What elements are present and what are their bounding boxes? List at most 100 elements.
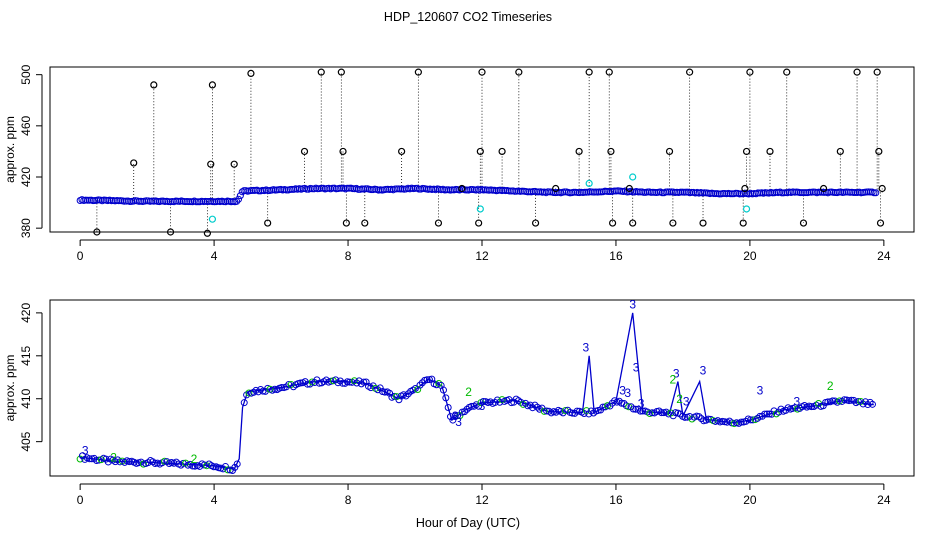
spike-point bbox=[361, 219, 369, 227]
data-point bbox=[829, 397, 837, 405]
spike-point bbox=[93, 228, 101, 236]
data-point bbox=[390, 392, 398, 400]
spike-point bbox=[876, 219, 885, 227]
spike-point bbox=[337, 68, 345, 76]
point-label-3: 3 bbox=[479, 399, 486, 413]
spike-point bbox=[552, 184, 560, 193]
spike-point bbox=[609, 219, 617, 227]
point-label-3: 3 bbox=[793, 395, 800, 409]
spike-point bbox=[130, 159, 138, 167]
x-tick-label: 0 bbox=[77, 249, 84, 263]
spike-point bbox=[625, 184, 633, 193]
spike-point bbox=[342, 219, 350, 227]
data-point bbox=[137, 458, 145, 466]
data-point bbox=[620, 400, 628, 407]
data-point bbox=[442, 394, 450, 402]
data-point bbox=[845, 397, 853, 405]
x-tick-label: 8 bbox=[345, 493, 352, 507]
data-point bbox=[468, 402, 476, 410]
point-label-3: 3 bbox=[619, 383, 626, 397]
data-point bbox=[456, 412, 464, 420]
spike-point bbox=[607, 147, 615, 156]
spike-point bbox=[742, 147, 751, 156]
spike-point bbox=[476, 147, 484, 156]
spike-point bbox=[208, 81, 217, 89]
spike-point bbox=[475, 219, 483, 227]
data-point bbox=[658, 409, 665, 417]
data-point bbox=[343, 378, 351, 386]
data-point bbox=[439, 386, 447, 394]
y-axis-label: approx. ppm bbox=[3, 116, 17, 183]
point-label-2: 2 bbox=[670, 372, 677, 386]
data-point bbox=[423, 376, 431, 384]
data-point bbox=[144, 459, 152, 467]
data-point bbox=[864, 401, 872, 409]
data-point bbox=[704, 415, 712, 423]
data-point bbox=[761, 410, 769, 418]
x-tick-label: 24 bbox=[877, 493, 891, 507]
data-point bbox=[125, 458, 133, 466]
data-point bbox=[435, 380, 443, 387]
data-point bbox=[278, 384, 286, 392]
data-point bbox=[114, 456, 122, 464]
data-point bbox=[444, 404, 452, 412]
point-label-3: 3 bbox=[633, 360, 640, 374]
spike-point bbox=[575, 147, 583, 156]
spike-point bbox=[434, 219, 443, 227]
data-point bbox=[236, 192, 244, 200]
spike-point bbox=[739, 219, 747, 227]
x-tick-label: 12 bbox=[475, 249, 489, 263]
point-label-2: 2 bbox=[110, 450, 117, 464]
point-label-2: 2 bbox=[676, 392, 683, 406]
data-point bbox=[543, 407, 551, 415]
data-point bbox=[868, 400, 876, 408]
data-point bbox=[243, 391, 251, 399]
spike-point bbox=[515, 68, 523, 76]
data-point bbox=[697, 415, 705, 423]
data-point bbox=[517, 398, 525, 406]
data-point bbox=[339, 379, 347, 387]
spike-point bbox=[498, 147, 506, 156]
data-point bbox=[765, 410, 773, 418]
spike-point bbox=[264, 219, 272, 227]
point-label-3: 3 bbox=[683, 395, 690, 409]
point-label-3: 3 bbox=[629, 298, 636, 312]
data-point bbox=[475, 402, 483, 410]
spike-point bbox=[669, 219, 677, 227]
point-label-3: 3 bbox=[638, 396, 645, 410]
data-point bbox=[179, 459, 187, 467]
data-point bbox=[840, 396, 848, 404]
data-point bbox=[402, 392, 410, 400]
data-point bbox=[747, 416, 755, 424]
data-point bbox=[493, 396, 501, 404]
x-tick-label: 20 bbox=[743, 249, 757, 263]
spike-point bbox=[766, 147, 774, 156]
data-point bbox=[254, 388, 262, 396]
data-point bbox=[376, 384, 384, 392]
data-point bbox=[395, 396, 403, 404]
data-point bbox=[353, 379, 361, 387]
spike-point bbox=[531, 219, 540, 227]
spike-point bbox=[166, 228, 175, 236]
x-tick-label: 8 bbox=[345, 249, 352, 263]
data-point bbox=[479, 398, 487, 406]
data-point bbox=[599, 403, 607, 411]
y-tick-label: 410 bbox=[19, 388, 33, 408]
y-tick-label: 460 bbox=[19, 116, 33, 136]
data-point bbox=[639, 407, 647, 415]
spike-point bbox=[300, 147, 309, 156]
y-tick-label: 420 bbox=[19, 303, 33, 323]
data-point bbox=[78, 452, 86, 460]
x-tick-label: 20 bbox=[743, 493, 757, 507]
flagged-point bbox=[585, 179, 593, 187]
data-point bbox=[629, 405, 637, 413]
spike-point bbox=[605, 68, 613, 76]
flagged-point bbox=[629, 173, 637, 181]
data-point bbox=[90, 454, 98, 462]
data-point bbox=[808, 403, 816, 411]
data-point bbox=[224, 466, 232, 474]
x-axis-label: Hour of Day (UTC) bbox=[416, 516, 520, 530]
flagged-point bbox=[208, 215, 217, 223]
plot-frame bbox=[49, 66, 915, 233]
data-point bbox=[221, 462, 229, 470]
